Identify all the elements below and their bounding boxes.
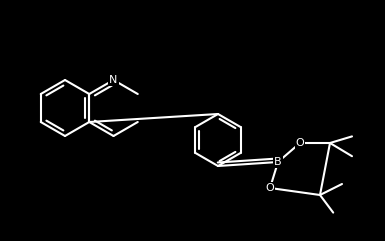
Text: O: O bbox=[266, 183, 275, 193]
Text: B: B bbox=[274, 157, 282, 167]
Text: O: O bbox=[296, 138, 305, 148]
Text: N: N bbox=[109, 75, 118, 85]
